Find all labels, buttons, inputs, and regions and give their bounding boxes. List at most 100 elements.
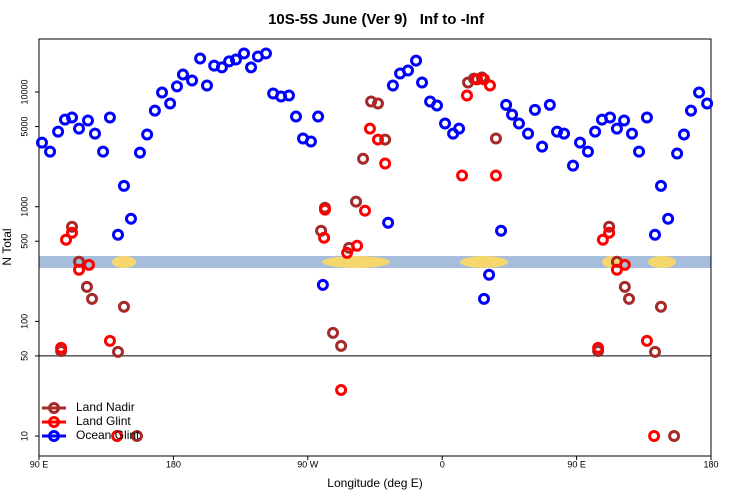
point <box>223 55 236 68</box>
point <box>89 127 101 140</box>
point <box>186 74 199 87</box>
x-tick-label: 90 E <box>30 459 49 469</box>
plot-frame <box>38 38 712 457</box>
point <box>318 231 331 244</box>
point <box>371 133 384 146</box>
y-tick-label: 500 <box>19 234 29 249</box>
y-tick-label: 5000 <box>19 117 29 137</box>
point <box>124 212 137 225</box>
point <box>170 80 183 93</box>
point <box>379 157 392 170</box>
point <box>640 111 653 124</box>
point <box>677 128 690 141</box>
point <box>649 345 661 358</box>
point <box>589 125 602 138</box>
point <box>626 127 639 140</box>
legend-marker <box>48 416 60 428</box>
point <box>654 300 667 313</box>
point <box>489 169 502 182</box>
point <box>410 54 423 67</box>
point <box>133 146 146 159</box>
legend-label: Land Glint <box>76 414 131 428</box>
point <box>528 103 541 116</box>
point <box>654 179 667 192</box>
point <box>73 122 86 135</box>
point <box>318 203 331 216</box>
point <box>304 135 317 148</box>
point <box>489 132 502 145</box>
point <box>83 258 96 271</box>
point <box>701 97 714 110</box>
point <box>596 233 609 246</box>
point <box>130 430 143 443</box>
point <box>60 233 73 246</box>
point <box>66 226 79 239</box>
point <box>684 104 697 117</box>
point <box>245 61 258 74</box>
point <box>81 114 94 127</box>
point <box>148 104 161 117</box>
point <box>470 73 483 86</box>
point <box>103 111 116 124</box>
point <box>164 97 177 110</box>
point <box>215 61 228 74</box>
point <box>439 117 452 130</box>
point <box>633 145 646 158</box>
legend-label: Ocean Glint <box>76 428 140 442</box>
point <box>35 136 48 149</box>
point <box>282 89 295 102</box>
point <box>618 114 631 127</box>
point <box>640 334 653 347</box>
point <box>648 430 661 443</box>
point <box>379 133 392 146</box>
y-tick-label: 100 <box>19 314 29 329</box>
point <box>506 108 519 121</box>
point <box>649 228 661 241</box>
point <box>416 76 429 89</box>
point <box>581 145 594 158</box>
point <box>618 258 631 271</box>
point <box>453 122 466 135</box>
point <box>201 79 213 92</box>
point <box>603 226 616 239</box>
y-tick-label: 1000 <box>19 197 29 217</box>
point <box>238 47 251 60</box>
map-strip <box>39 256 711 268</box>
x-tick-label: 180 <box>703 459 718 469</box>
x-axis-label: Longitude (deg E) <box>327 476 422 490</box>
y-axis-label: N Total <box>0 228 14 265</box>
point <box>66 111 79 124</box>
point <box>156 86 169 99</box>
x-tick-label: 0 <box>440 459 445 469</box>
point <box>117 179 130 192</box>
point <box>430 99 443 112</box>
point <box>365 95 378 108</box>
point <box>316 278 329 291</box>
point <box>312 110 325 123</box>
point <box>536 140 549 153</box>
legend-label: Land Nadir <box>76 400 135 414</box>
point <box>358 204 371 217</box>
point <box>522 127 535 140</box>
point <box>176 68 189 81</box>
point <box>350 195 363 208</box>
land <box>112 256 136 268</box>
point <box>618 280 631 293</box>
point <box>402 64 415 77</box>
point <box>623 292 636 305</box>
point <box>80 280 93 293</box>
land <box>322 256 390 268</box>
point <box>483 268 496 281</box>
point <box>382 216 395 229</box>
point <box>229 53 242 66</box>
point <box>604 111 617 124</box>
point <box>567 159 580 172</box>
y-tick-label: 10000 <box>19 80 29 105</box>
point <box>117 300 130 313</box>
point <box>543 98 556 111</box>
point <box>512 117 525 130</box>
point <box>335 339 348 352</box>
point <box>86 292 99 305</box>
point <box>460 89 473 102</box>
